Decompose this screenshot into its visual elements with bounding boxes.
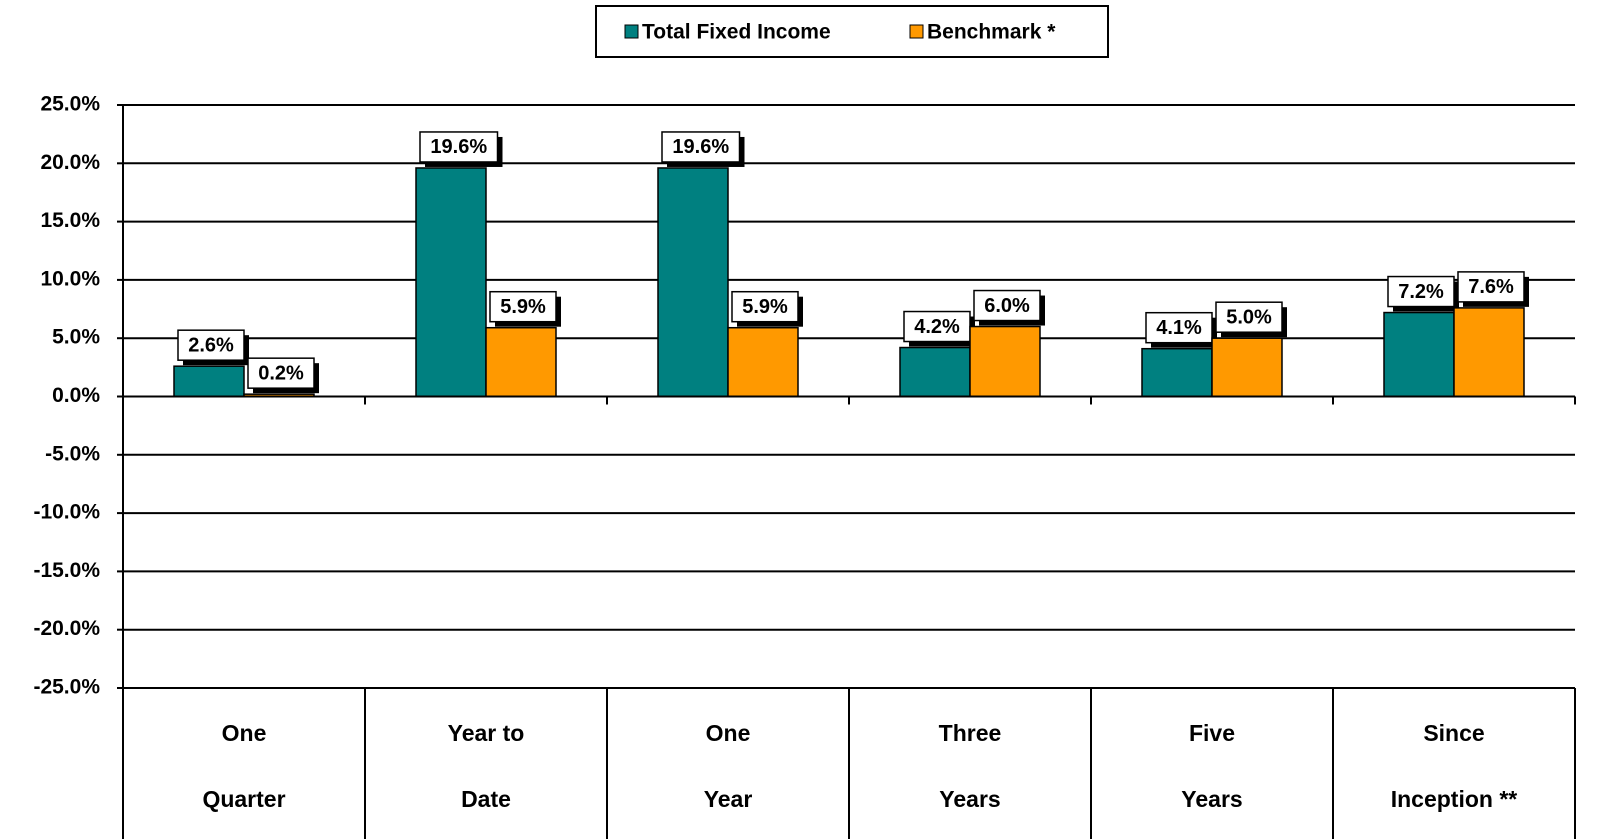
legend-box (595, 5, 1109, 58)
bar (727, 326, 799, 398)
bar (1211, 337, 1283, 398)
data-label: 19.6% (672, 136, 729, 158)
data-label-group: 4.2% (903, 310, 975, 347)
data-label: 7.2% (1398, 281, 1444, 303)
x-tick-label: One Year (703, 720, 753, 812)
data-label-group: 5.0% (1215, 301, 1287, 338)
data-label: 4.1% (1156, 317, 1202, 339)
data-label: 19.6% (430, 136, 487, 158)
bar (485, 326, 557, 398)
data-label: 2.6% (188, 334, 234, 356)
label-box (1145, 311, 1213, 344)
x-tick-label: Three Years (938, 720, 1002, 812)
x-tick-label: Year to Date (447, 720, 525, 812)
data-label: 7.6% (1468, 276, 1514, 298)
label-box (1457, 271, 1525, 303)
y-tick-label: -15.0% (33, 559, 100, 582)
legend-swatch (909, 24, 924, 39)
y-tick-label: 25.0% (40, 93, 100, 116)
label-box (661, 131, 741, 163)
y-tick-label: -10.0% (33, 501, 100, 524)
y-tick-label: 10.0% (40, 267, 100, 290)
bar (1141, 347, 1213, 398)
data-label-group: 6.0% (973, 289, 1045, 326)
label-box (903, 310, 971, 343)
bar (1453, 307, 1525, 398)
data-label: 5.0% (1226, 306, 1272, 328)
data-label: 5.9% (742, 296, 788, 318)
data-label-group: 5.9% (489, 290, 561, 327)
y-tick-label: 20.0% (40, 151, 100, 174)
bar (173, 365, 245, 398)
data-label-group: 19.6% (661, 131, 745, 167)
label-box (731, 290, 799, 323)
x-tick-label: One Quarter (202, 720, 286, 812)
label-box (489, 290, 557, 323)
x-tick-label: Five Years (1181, 720, 1243, 812)
y-tick-label: 0.0% (52, 384, 100, 407)
y-tick-label: -5.0% (45, 442, 100, 465)
data-label: 4.2% (914, 316, 960, 338)
label-box (247, 357, 315, 389)
legend-label: Benchmark * (927, 21, 1056, 44)
label-box (1215, 301, 1283, 333)
data-label-group: 5.9% (731, 290, 803, 327)
bar (657, 167, 729, 398)
y-tick-label: -25.0% (33, 676, 100, 699)
legend-swatch (624, 24, 639, 39)
data-label: 0.2% (258, 362, 304, 384)
data-label-group: 7.6% (1457, 271, 1529, 307)
label-box (177, 329, 245, 361)
y-tick-label: 15.0% (40, 209, 100, 232)
label-box (419, 131, 499, 163)
bar (899, 346, 971, 398)
bar (1383, 311, 1455, 398)
bar (969, 325, 1041, 398)
y-tick-label: 5.0% (52, 326, 100, 349)
label-box (1387, 275, 1455, 308)
data-label: 6.0% (984, 295, 1030, 317)
data-label-group: 19.6% (419, 131, 503, 167)
label-box (973, 289, 1041, 322)
data-label-group: 4.1% (1145, 311, 1217, 348)
y-tick-label: -20.0% (33, 617, 100, 640)
x-tick-label: Since Inception ** (1390, 720, 1518, 812)
bar (415, 167, 487, 398)
data-label-group: 7.2% (1387, 275, 1459, 312)
data-label-group: 0.2% (247, 357, 319, 394)
data-label: 5.9% (500, 296, 546, 318)
data-label-group: 2.6% (177, 329, 249, 366)
legend-label: Total Fixed Income (642, 21, 831, 44)
